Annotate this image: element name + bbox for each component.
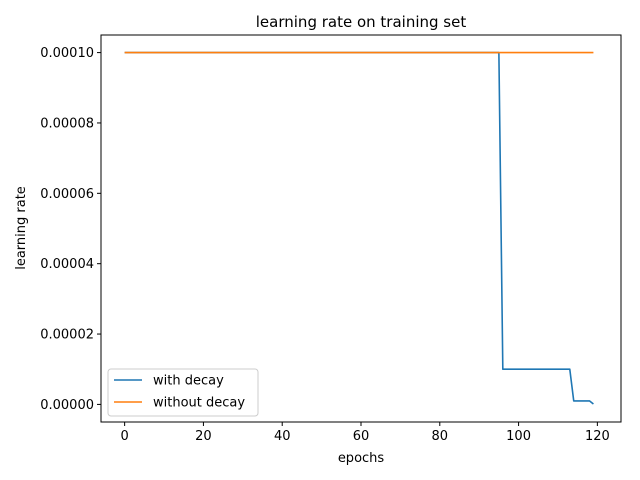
y-axis-ticks: 0.00000 0.00002 0.00004 0.00006 0.00008 0.000… [40, 46, 101, 413]
legend-label: without decay [153, 396, 245, 411]
chart-title: learning rate on training set [256, 13, 467, 31]
x-axis-ticks: 0 20 40 60 80 100 120 [120, 422, 610, 444]
x-axis-label: epochs [338, 451, 385, 466]
x-tick-label: 20 [195, 429, 212, 444]
legend-label: with decay [153, 374, 224, 389]
x-tick-label: 80 [432, 429, 449, 444]
x-tick-label: 100 [506, 429, 531, 444]
y-tick-label: 0.00004 [40, 257, 94, 272]
x-tick-label: 60 [353, 429, 370, 444]
x-tick-label: 40 [274, 429, 291, 444]
legend: with decay without decay [107, 368, 259, 417]
y-tick-label: 0.00002 [40, 328, 94, 343]
y-tick-label: 0.00010 [40, 46, 94, 61]
plot-lines [124, 51, 594, 405]
y-tick-label: 0.00006 [40, 187, 94, 202]
legend-frame [107, 368, 259, 417]
x-tick-label: 0 [120, 429, 128, 444]
y-tick-label: 0.00008 [40, 116, 94, 131]
x-tick-label: 120 [585, 429, 610, 444]
y-tick-label: 0.00000 [40, 398, 94, 413]
y-axis-label: learning rate [14, 186, 29, 270]
